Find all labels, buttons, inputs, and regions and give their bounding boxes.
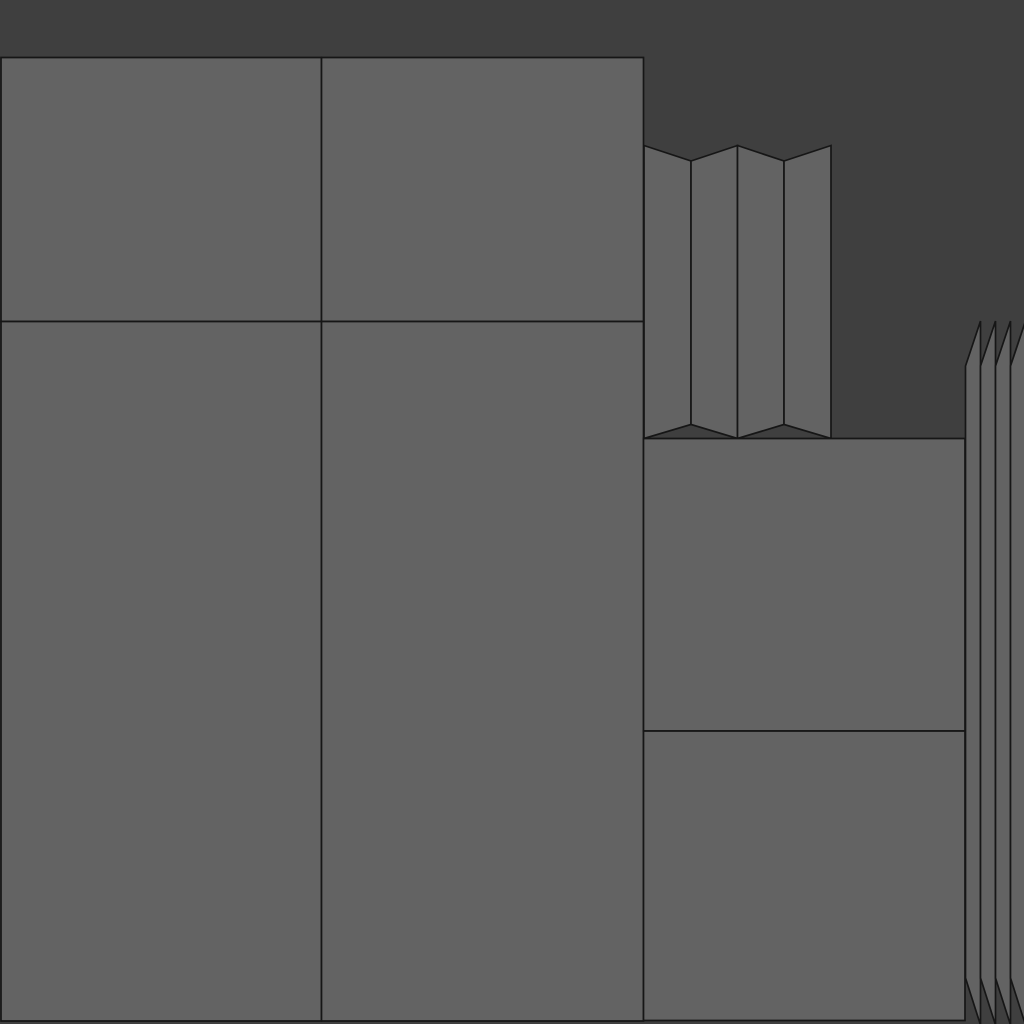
accordion-panel-4[interactable] — [783, 144, 832, 440]
grid-cell-bottom-right[interactable] — [320, 320, 645, 1022]
grid-cell-bottom-left[interactable] — [0, 320, 323, 1022]
blade-4[interactable] — [1009, 321, 1024, 1024]
shape-layer — [0, 56, 1024, 1024]
blade-3[interactable] — [994, 320, 1012, 1024]
accordion-panel-1[interactable] — [643, 144, 692, 440]
right-rect-bottom[interactable] — [642, 730, 966, 1022]
blade-2[interactable] — [979, 320, 997, 1024]
grid-cell-top-left[interactable] — [0, 56, 323, 323]
accordion-panel-3[interactable] — [736, 144, 785, 440]
grid-cell-top-right[interactable] — [320, 56, 645, 323]
blade-1[interactable] — [964, 320, 982, 1024]
right-rect-middle[interactable] — [642, 437, 966, 732]
accordion-panel-2[interactable] — [690, 144, 739, 440]
